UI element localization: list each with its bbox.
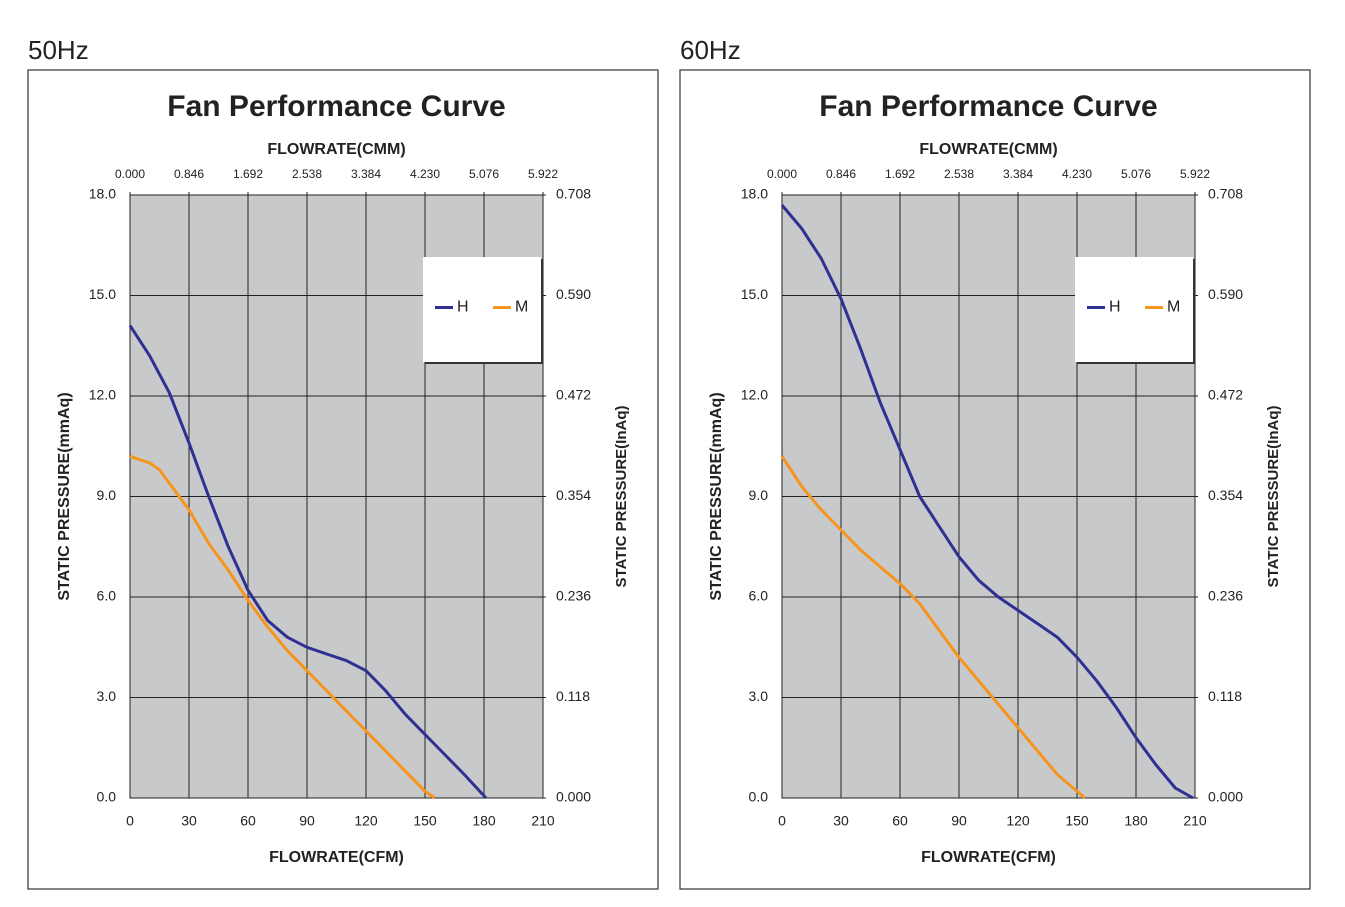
x2-tick-label: 4.230 — [410, 167, 440, 181]
x2-tick-label: 2.538 — [944, 167, 974, 181]
y2-tick-label: 0.708 — [1208, 186, 1243, 202]
x2-axis-label: FLOWRATE(CMM) — [267, 141, 405, 158]
y-tick-label: 18.0 — [89, 186, 116, 202]
chart-title: Fan Performance Curve — [819, 90, 1157, 123]
y2-tick-label: 0.236 — [556, 588, 591, 604]
legend-box — [423, 257, 541, 362]
x2-tick-label: 5.922 — [528, 167, 558, 181]
x-tick-label: 0 — [778, 813, 786, 829]
x-tick-label: 120 — [1006, 813, 1030, 829]
x-tick-label: 60 — [240, 813, 256, 829]
legend-label: H — [457, 299, 469, 316]
y-tick-label: 15.0 — [89, 286, 116, 302]
series-line — [780, 455, 1086, 800]
y2-tick-label: 0.000 — [1208, 789, 1243, 805]
y-tick-label: 0.0 — [97, 789, 117, 805]
y2-tick-label: 0.590 — [556, 286, 591, 302]
legend-label: M — [1167, 299, 1180, 316]
panel-frame — [27, 69, 659, 890]
x-axis-label: FLOWRATE(CFM) — [269, 849, 404, 866]
y2-tick-label: 0.472 — [556, 387, 591, 403]
x2-tick-label: 5.076 — [469, 167, 499, 181]
y-tick-label: 6.0 — [749, 588, 769, 604]
y2-tick-label: 0.118 — [1208, 688, 1242, 704]
y2-tick-label: 0.472 — [1208, 387, 1243, 403]
x2-axis-label: FLOWRATE(CMM) — [919, 141, 1057, 158]
y-tick-label: 15.0 — [741, 286, 768, 302]
y-tick-label: 9.0 — [749, 487, 769, 503]
y2-axis-label: STATIC PRESSURE(InAq) — [1265, 406, 1282, 588]
x-tick-label: 210 — [1183, 813, 1207, 829]
x2-tick-label: 3.384 — [1003, 167, 1033, 181]
x2-tick-label: 4.230 — [1062, 167, 1092, 181]
series-line — [780, 204, 1194, 800]
x2-tick-label: 3.384 — [351, 167, 381, 181]
panel: 60Hz Fan Performance Curve FLOWRATE(CMM) FL… — [679, 35, 1311, 890]
legend-label: M — [515, 299, 528, 316]
x-tick-label: 90 — [299, 813, 315, 829]
panel: 50Hz Fan Performance Curve FLOWRATE(CMM) FL… — [27, 35, 659, 890]
y2-tick-label: 0.708 — [556, 186, 591, 202]
y2-tick-label: 0.118 — [556, 688, 590, 704]
y-axis-label: STATIC PRESSURE(mmAq) — [708, 392, 725, 600]
x-tick-label: 30 — [181, 813, 197, 829]
y-tick-label: 9.0 — [97, 487, 117, 503]
y2-tick-label: 0.354 — [556, 487, 591, 503]
panel-frame — [679, 69, 1311, 890]
panel-label: 60Hz — [680, 35, 741, 65]
x-tick-label: 210 — [531, 813, 555, 829]
x2-tick-label: 5.922 — [1180, 167, 1210, 181]
legend-box — [1075, 257, 1193, 362]
panel-label: 50Hz — [28, 35, 89, 65]
x2-tick-label: 0.846 — [174, 167, 204, 181]
y2-tick-label: 0.236 — [1208, 588, 1243, 604]
y-tick-label: 6.0 — [97, 588, 117, 604]
x2-tick-label: 2.538 — [292, 167, 322, 181]
x2-tick-label: 0.000 — [115, 167, 145, 181]
y2-tick-label: 0.590 — [1208, 286, 1243, 302]
y-tick-label: 0.0 — [749, 789, 769, 805]
chart-title: Fan Performance Curve — [167, 90, 505, 123]
series-line — [128, 324, 488, 800]
series-line — [129, 454, 436, 800]
y-tick-label: 3.0 — [749, 688, 769, 704]
x-tick-label: 150 — [413, 813, 437, 829]
x-tick-label: 90 — [951, 813, 967, 829]
x-tick-label: 60 — [892, 813, 908, 829]
y2-axis-label: STATIC PRESSURE(InAq) — [613, 406, 630, 588]
y-tick-label: 12.0 — [741, 387, 768, 403]
x-tick-label: 180 — [1124, 813, 1148, 829]
x2-tick-label: 5.076 — [1121, 167, 1151, 181]
x2-tick-label: 1.692 — [885, 167, 915, 181]
x-tick-label: 0 — [126, 813, 134, 829]
y-axis-label: STATIC PRESSURE(mmAq) — [56, 392, 73, 600]
x2-tick-label: 0.846 — [826, 167, 856, 181]
y2-tick-label: 0.354 — [1208, 487, 1243, 503]
x2-tick-label: 0.000 — [767, 167, 797, 181]
y2-tick-label: 0.000 — [556, 789, 591, 805]
x2-tick-label: 1.692 — [233, 167, 263, 181]
y-tick-label: 12.0 — [89, 387, 116, 403]
x-tick-label: 120 — [354, 813, 378, 829]
y-tick-label: 18.0 — [741, 186, 768, 202]
x-tick-label: 150 — [1065, 813, 1089, 829]
x-axis-label: FLOWRATE(CFM) — [921, 849, 1056, 866]
x-tick-label: 180 — [472, 813, 496, 829]
legend-label: H — [1109, 299, 1121, 316]
y-tick-label: 3.0 — [97, 688, 117, 704]
x-tick-label: 30 — [833, 813, 849, 829]
